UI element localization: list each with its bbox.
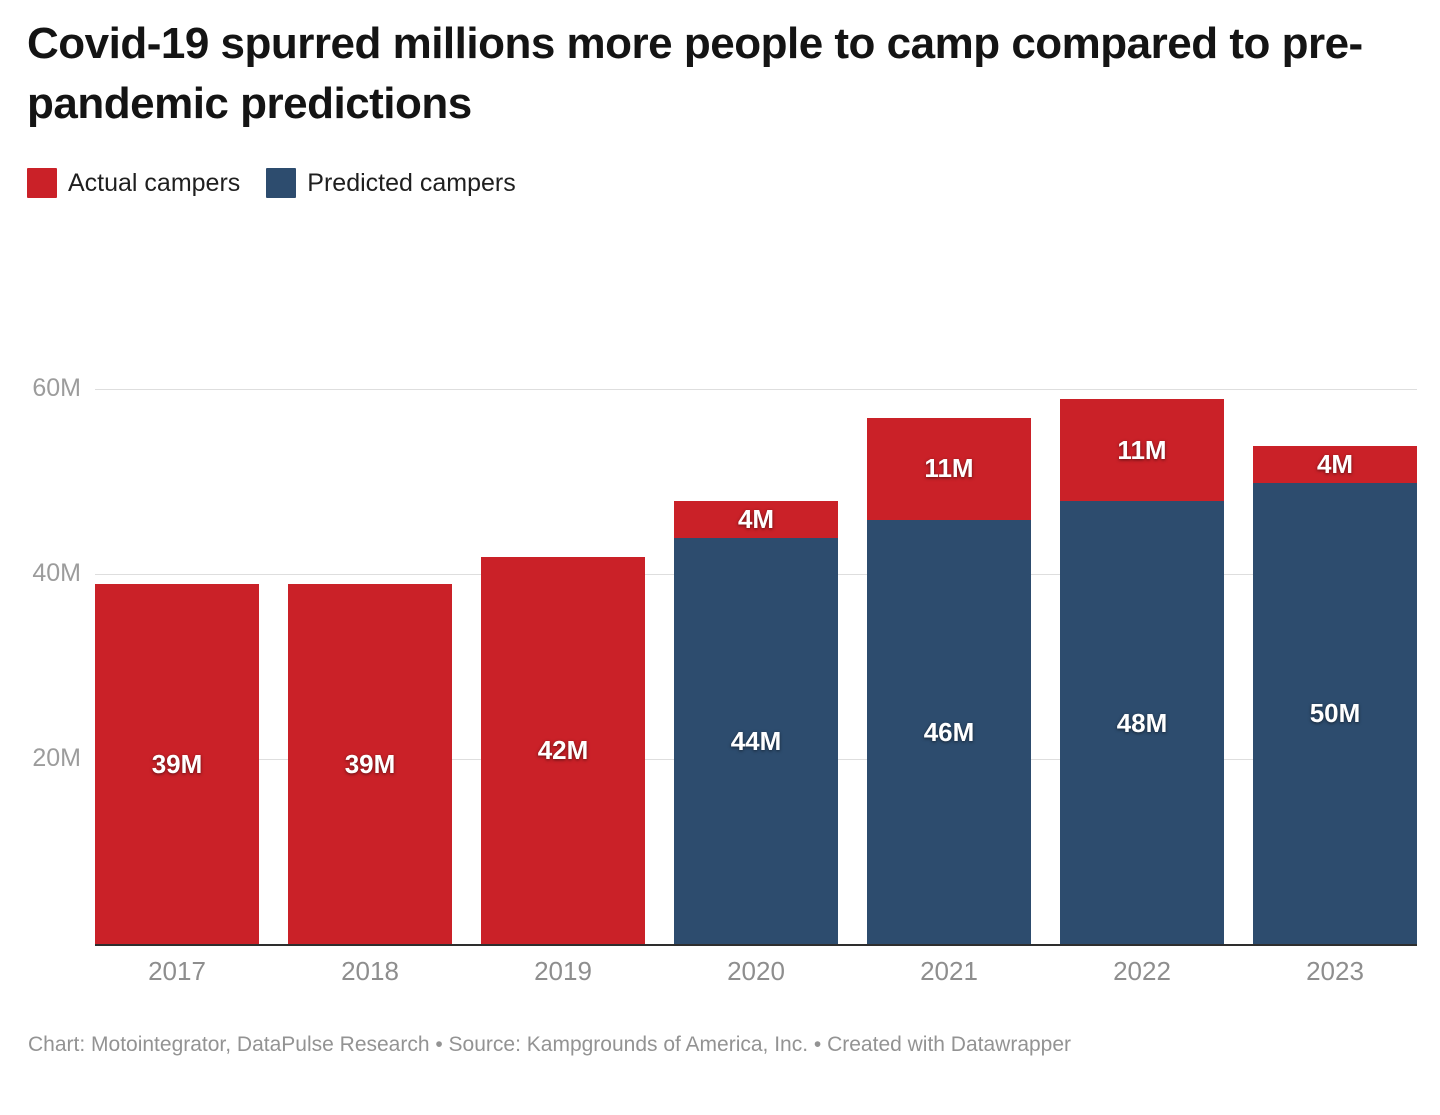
bar-2017: 39M <box>95 584 259 945</box>
bar-segment-2022-predicted[interactable]: 48M <box>1060 501 1224 945</box>
segment-value-label: 39M <box>151 749 203 780</box>
x-tick-label-2023: 2023 <box>1306 956 1364 986</box>
bar-segment-2023-actual[interactable]: 4M <box>1253 445 1417 483</box>
bar-2020: 44M 4M <box>674 501 838 945</box>
x-tick-label-2018: 2018 <box>341 956 399 986</box>
bar-segment-2021-actual[interactable]: 11M <box>867 417 1031 520</box>
bar-segment-2020-actual[interactable]: 4M <box>674 501 838 538</box>
segment-value-label: 4M <box>737 504 775 534</box>
segment-value-label: 48M <box>1116 707 1168 738</box>
bar-segment-2023-predicted[interactable]: 50M <box>1253 482 1417 945</box>
segment-value-label: 50M <box>1309 698 1361 729</box>
bar-segment-2020-predicted[interactable]: 44M <box>674 538 838 945</box>
legend: Actual campers Predicted campers <box>27 168 1415 198</box>
bars-container: 39M 39M 42M 44M 4M 46M 11M 48M 11M 50M 4M <box>95 230 1417 945</box>
bar-segment-2022-actual[interactable]: 11M <box>1060 399 1224 501</box>
bar-segment-2021-predicted[interactable]: 46M <box>867 519 1031 945</box>
gridline-60M <box>95 389 1417 390</box>
x-tick-label-2022: 2022 <box>1113 956 1171 986</box>
chart-footer: Chart: Motointegrator, DataPulse Researc… <box>28 1033 1072 1056</box>
legend-item-actual: Actual campers <box>27 168 240 198</box>
bar-segment-2018-actual[interactable]: 39M <box>288 584 452 945</box>
x-tick-label-2017: 2017 <box>148 956 206 986</box>
chart-page: Covid-19 spurred millions more people to… <box>0 14 1440 1115</box>
segment-value-label: 11M <box>924 453 974 484</box>
legend-item-predicted: Predicted campers <box>266 168 516 198</box>
segment-value-label: 46M <box>923 716 975 747</box>
x-axis-labels: 2017 2018 2019 2020 2021 2022 2023 <box>95 945 1417 987</box>
bar-2023: 50M 4M <box>1253 445 1417 945</box>
x-tick-label-2021: 2021 <box>920 956 978 986</box>
legend-swatch-actual <box>27 168 57 198</box>
segment-value-label: 39M <box>344 749 396 780</box>
x-tick-label-2019: 2019 <box>534 956 592 986</box>
legend-swatch-predicted <box>266 168 297 198</box>
chart-title: Covid-19 spurred millions more people to… <box>27 19 1363 128</box>
x-axis-baseline <box>95 944 1417 946</box>
y-tick-label: 40M <box>32 559 81 587</box>
bar-2021: 46M 11M <box>867 417 1031 945</box>
y-tick-label: 20M <box>32 744 81 772</box>
plot-area: 20M 40M 60M 39M 39M 42M 44M 4M 46M 11M 48M 11M 50M 4… <box>32 230 1417 946</box>
y-tick-label: 60M <box>32 374 81 402</box>
segment-value-label: 11M <box>1117 434 1167 465</box>
segment-value-label: 4M <box>1316 448 1354 479</box>
legend-label-actual: Actual campers <box>68 168 241 197</box>
segment-value-label: 44M <box>730 726 782 756</box>
bar-segment-2017-actual[interactable]: 39M <box>95 584 259 945</box>
x-tick-label-2020: 2020 <box>727 956 785 986</box>
bar-2022: 48M 11M <box>1060 399 1224 945</box>
segment-value-label: 42M <box>537 735 589 766</box>
bar-segment-2019-actual[interactable]: 42M <box>481 556 645 945</box>
bar-2019: 42M <box>481 556 645 945</box>
legend-label-predicted: Predicted campers <box>307 168 516 197</box>
bar-2018: 39M <box>288 584 452 945</box>
